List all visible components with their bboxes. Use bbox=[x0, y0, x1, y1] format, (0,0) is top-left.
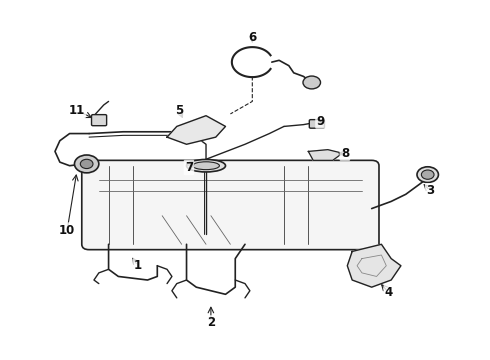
Text: 1: 1 bbox=[134, 259, 142, 272]
Ellipse shape bbox=[193, 162, 220, 170]
Ellipse shape bbox=[187, 159, 225, 172]
Polygon shape bbox=[308, 150, 343, 160]
Polygon shape bbox=[167, 116, 225, 144]
FancyBboxPatch shape bbox=[82, 160, 379, 249]
FancyBboxPatch shape bbox=[309, 120, 324, 128]
Circle shape bbox=[421, 170, 434, 179]
Text: 8: 8 bbox=[341, 147, 349, 160]
Circle shape bbox=[417, 167, 439, 183]
Text: 7: 7 bbox=[185, 161, 193, 174]
Text: 4: 4 bbox=[385, 286, 393, 299]
Text: 5: 5 bbox=[175, 104, 183, 117]
Circle shape bbox=[74, 155, 99, 173]
Text: 3: 3 bbox=[426, 184, 434, 197]
Circle shape bbox=[80, 159, 93, 168]
Text: 9: 9 bbox=[317, 114, 325, 127]
FancyBboxPatch shape bbox=[92, 114, 107, 126]
Polygon shape bbox=[347, 244, 401, 287]
Circle shape bbox=[303, 76, 320, 89]
Text: 11: 11 bbox=[69, 104, 85, 117]
Text: 6: 6 bbox=[248, 31, 256, 44]
Text: 2: 2 bbox=[207, 316, 215, 329]
Text: 10: 10 bbox=[59, 224, 75, 237]
